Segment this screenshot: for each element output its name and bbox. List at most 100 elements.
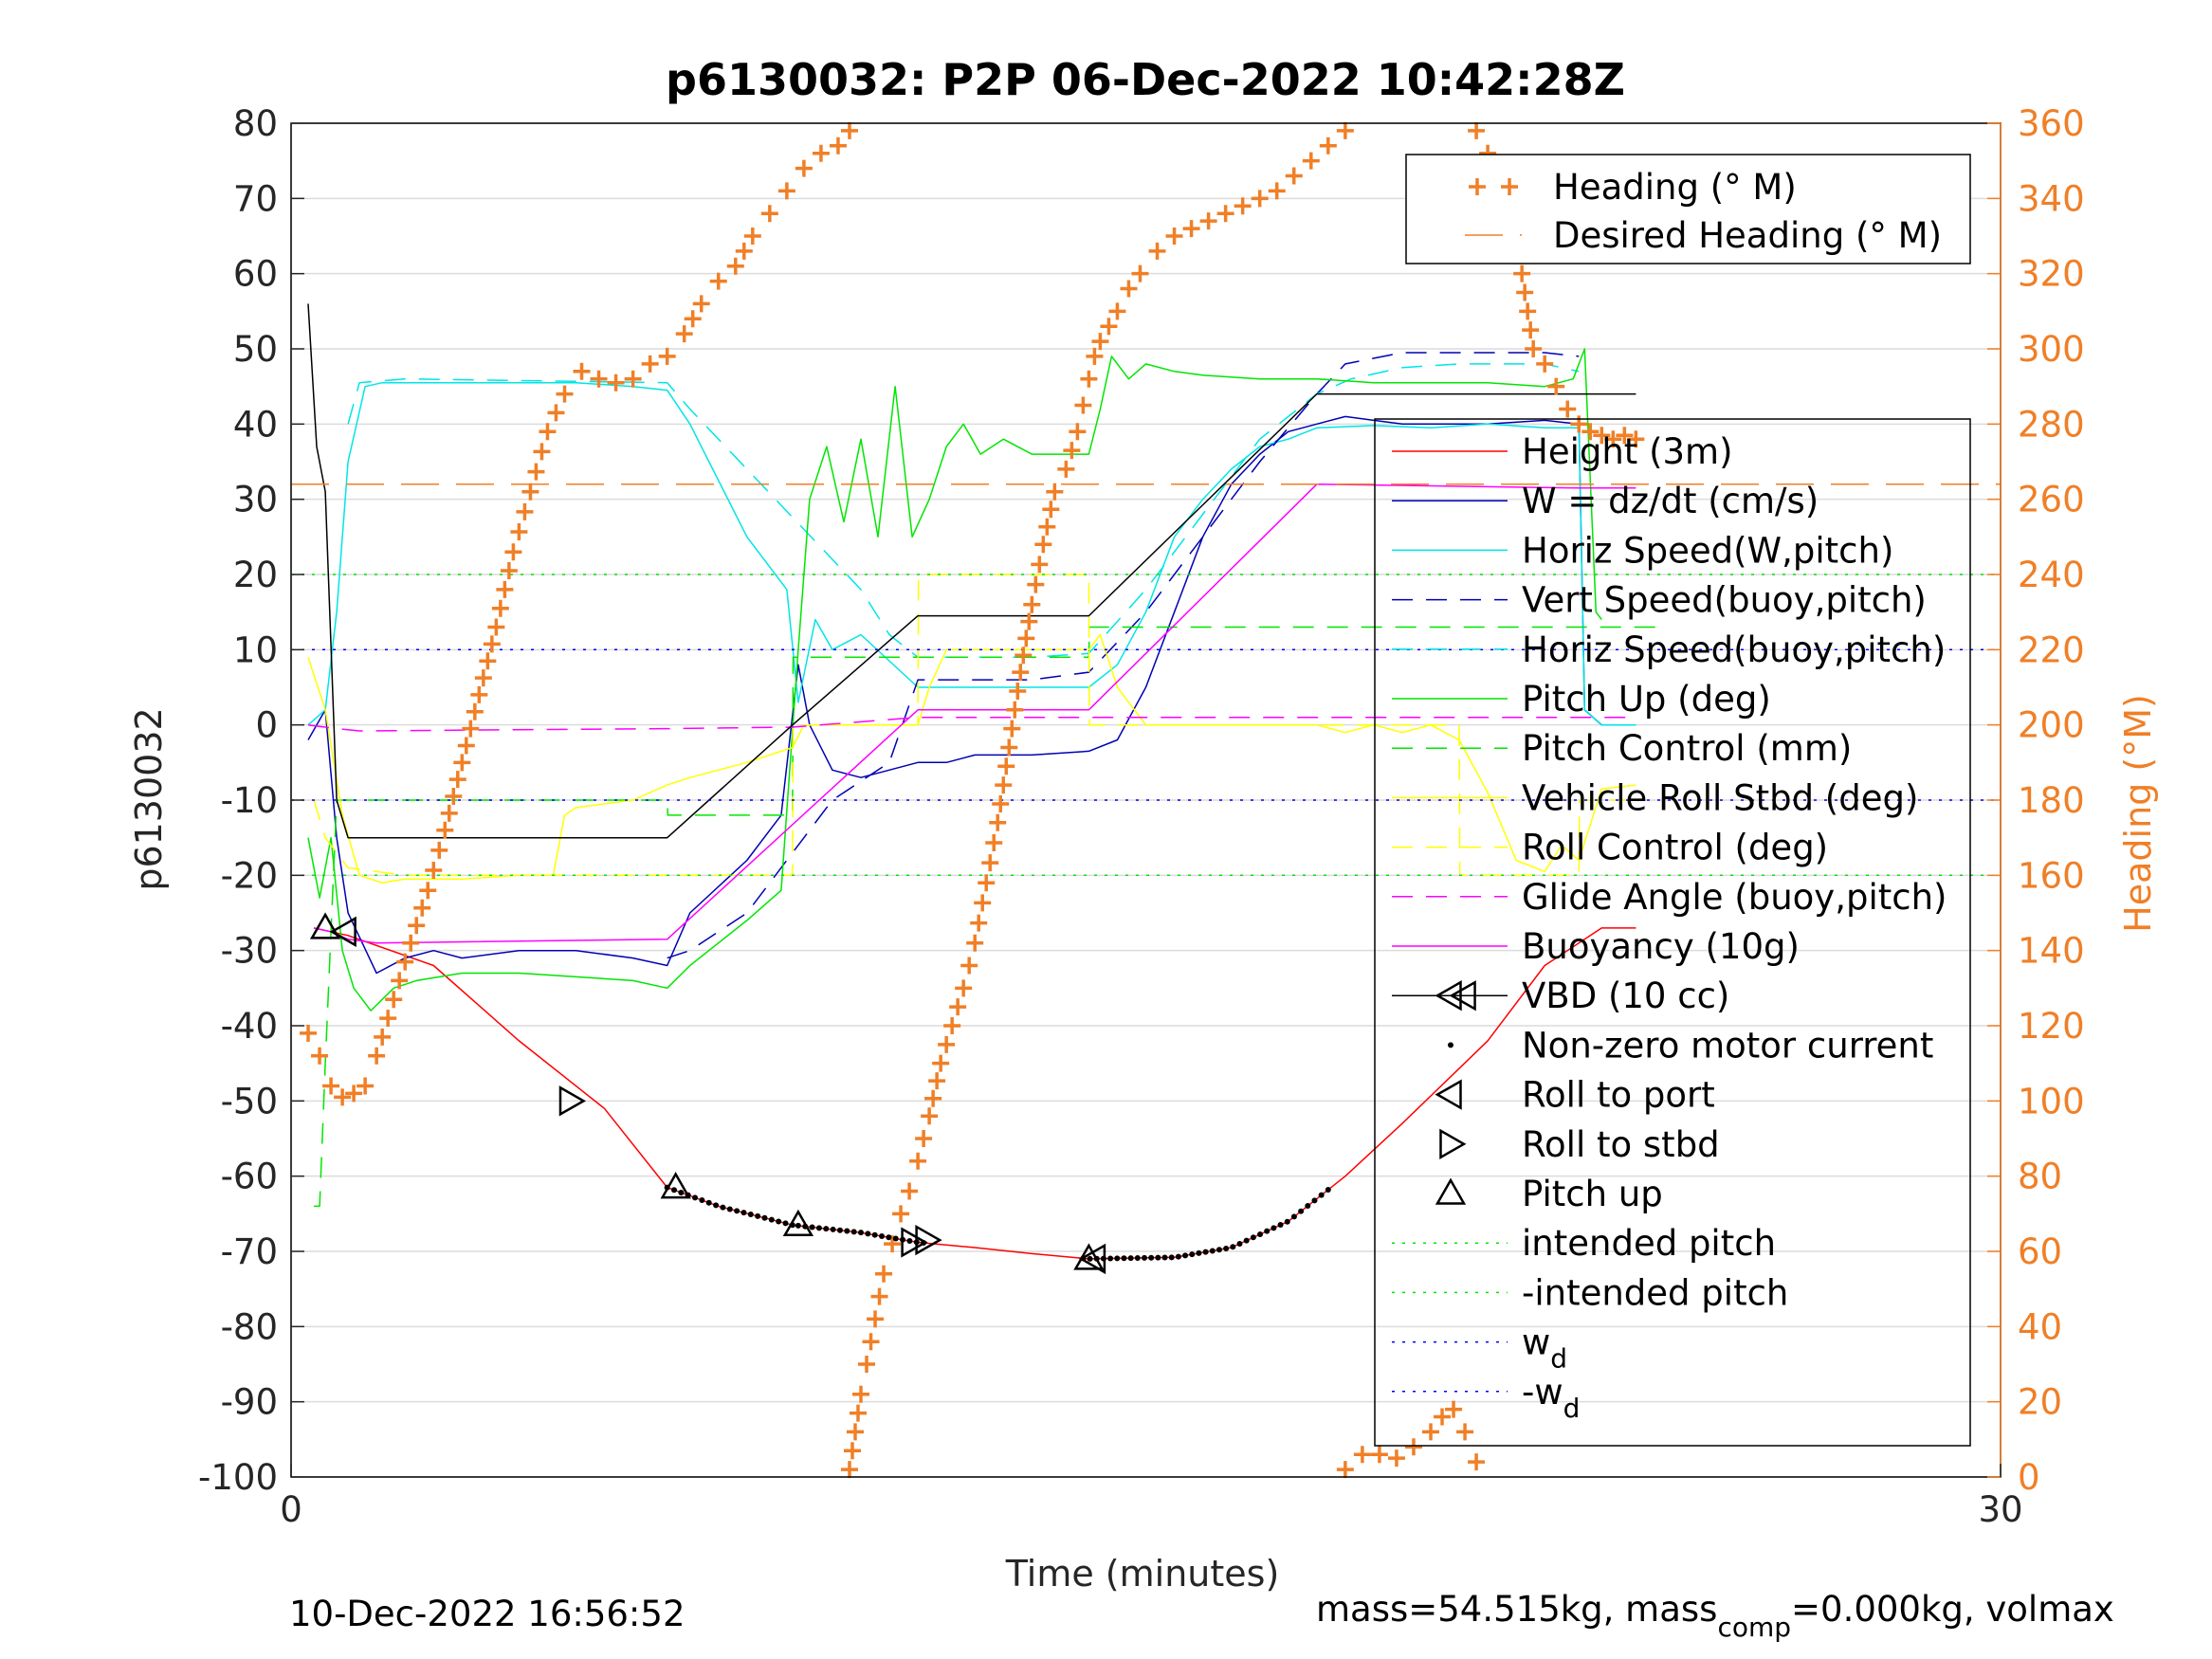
legend-heading-label: Heading (° M) xyxy=(1553,167,1797,208)
heading-point xyxy=(995,776,1013,794)
legend-label: Pitch up xyxy=(1522,1174,1663,1214)
marker-tri-right xyxy=(915,1224,942,1256)
motor-current-dot xyxy=(809,1224,815,1231)
heading-point xyxy=(440,804,458,822)
legend-heading-label: Desired Heading (° M) xyxy=(1553,215,1942,256)
y-tick-label: -30 xyxy=(221,931,278,972)
heading-point xyxy=(521,483,539,501)
heading-point xyxy=(1015,647,1033,665)
y2-tick-label: 160 xyxy=(2018,855,2085,896)
heading-point xyxy=(675,325,693,343)
heading-point xyxy=(870,1287,888,1305)
motor-current-dot xyxy=(1087,1255,1093,1262)
heading-point xyxy=(960,957,978,975)
motor-current-dot xyxy=(1121,1255,1127,1262)
motor-current-dot xyxy=(1141,1254,1147,1261)
legend-label-text: Horiz Speed(buoy,pitch) xyxy=(1522,629,1946,670)
y-tick-label: 20 xyxy=(233,555,278,595)
heading-point xyxy=(379,1010,397,1028)
heading-point xyxy=(510,523,528,541)
marker-tri-up xyxy=(660,1172,691,1199)
heading-point xyxy=(470,685,488,703)
heading-point xyxy=(1027,575,1045,593)
series-line-pitch-control-mm xyxy=(314,626,1659,1208)
motor-current-dot xyxy=(1175,1253,1181,1260)
heading-point xyxy=(1034,536,1052,554)
y-tick-label: -80 xyxy=(221,1306,278,1347)
y2-tick-label: 80 xyxy=(2018,1157,2062,1197)
y2-tick-label: 220 xyxy=(2018,629,2085,670)
heading-point xyxy=(1006,701,1024,719)
motor-current-dot xyxy=(1271,1225,1277,1231)
heading-point xyxy=(760,205,778,223)
motor-current-dot xyxy=(1107,1255,1114,1262)
heading-point xyxy=(1445,1400,1463,1418)
heading-point xyxy=(901,1182,919,1200)
motor-current-dot xyxy=(782,1220,789,1227)
y-tick-label: -70 xyxy=(221,1231,278,1272)
legend-label: Horiz Speed(buoy,pitch) xyxy=(1522,629,1946,670)
y2-tick-label: 240 xyxy=(2018,555,2085,595)
y-tick-label: -40 xyxy=(221,1006,278,1047)
legend-label-text: Horiz Speed(W,pitch) xyxy=(1522,530,1893,571)
legend-swatch-tri-up xyxy=(1435,1177,1467,1205)
heading-point xyxy=(884,1235,902,1253)
heading-point xyxy=(573,362,591,380)
heading-point xyxy=(1434,1408,1452,1426)
heading-point xyxy=(1057,460,1075,478)
heading-point xyxy=(453,754,471,772)
heading-point xyxy=(1468,121,1486,139)
heading-point xyxy=(938,1035,956,1053)
heading-point xyxy=(1086,347,1104,365)
y2-tick-label: 40 xyxy=(2018,1306,2062,1347)
motor-current-dot xyxy=(678,1189,685,1195)
legend-heading-plus-swatch xyxy=(1501,178,1518,195)
motor-current-dot xyxy=(1230,1244,1236,1250)
marker-tri-up xyxy=(309,912,341,939)
heading-point xyxy=(1023,595,1041,613)
y2-tick-label: 200 xyxy=(2018,705,2085,746)
heading-point xyxy=(915,1130,933,1147)
y2-tick-label: 300 xyxy=(2018,329,2085,370)
heading-point xyxy=(989,813,1007,831)
legend-label-text: -intended pitch xyxy=(1522,1272,1788,1313)
heading-point xyxy=(1000,738,1018,757)
y2-tick-label: 120 xyxy=(2018,1006,2085,1047)
x-axis-ticks: 0 30 xyxy=(280,1464,2023,1530)
right-axis-ticks: 3603403203002802602402202001801601401201… xyxy=(1987,103,2085,1498)
legend-heading-box xyxy=(1405,154,1971,264)
legend-label: -intended pitch xyxy=(1522,1272,1788,1313)
heading-point xyxy=(849,1404,867,1422)
motor-current-dot xyxy=(1114,1255,1121,1262)
heading-point xyxy=(1516,283,1534,301)
heading-point xyxy=(1627,430,1645,448)
motor-current-dot xyxy=(1148,1254,1155,1261)
y2-tick-label: 340 xyxy=(2018,178,2085,219)
footer-mass-part-1: mass=54.515kg, mass xyxy=(1316,1589,1717,1630)
x-tick-label: 0 xyxy=(280,1489,302,1530)
legend-label: wd xyxy=(1522,1322,1567,1375)
legend-label: VBD (10 cc) xyxy=(1522,975,1729,1016)
motor-current-dot xyxy=(871,1231,878,1238)
y-tick-label: 80 xyxy=(233,103,278,144)
heading-point xyxy=(1216,205,1234,223)
y-tick-label: 40 xyxy=(233,404,278,445)
y2-tick-label: 100 xyxy=(2018,1081,2085,1121)
y-tick-label: -50 xyxy=(221,1081,278,1121)
heading-point xyxy=(504,543,522,561)
heading-point xyxy=(483,635,501,653)
heading-point xyxy=(735,242,753,260)
motor-current-dot xyxy=(1155,1254,1161,1261)
chart-title: p6130032: P2P 06-Dec-2022 10:42:28Z xyxy=(666,54,1625,105)
heading-point xyxy=(812,144,830,162)
heading-point xyxy=(334,1088,352,1106)
motor-current-dot xyxy=(768,1216,775,1223)
heading-point xyxy=(795,159,813,177)
legend-label: W = dz/dt (cm/s) xyxy=(1522,481,1819,521)
heading-point xyxy=(1513,264,1531,283)
heading-point xyxy=(1042,501,1060,519)
legend-swatch-dot xyxy=(1448,1042,1453,1048)
heading-point xyxy=(396,953,414,971)
y-tick-label: -10 xyxy=(221,780,278,821)
motor-current-dot xyxy=(1305,1203,1311,1210)
